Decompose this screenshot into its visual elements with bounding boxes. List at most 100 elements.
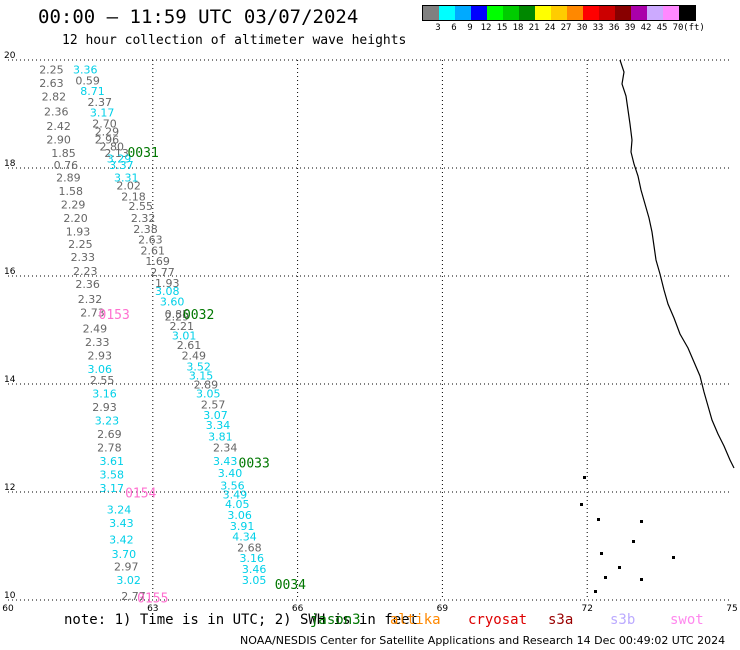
- wave-height-value: 2.80: [100, 141, 125, 154]
- wave-height-value: 2.33: [71, 251, 96, 264]
- wave-height-value: 3.52: [186, 361, 211, 374]
- island: [597, 518, 600, 521]
- wave-height-value: 3.42: [109, 533, 134, 546]
- wave-height-value: 3.36: [73, 64, 98, 77]
- wave-height-value: 3.37: [109, 159, 134, 172]
- wave-height-value: 2.69: [97, 428, 122, 441]
- legend-swatch: [583, 6, 599, 20]
- island: [580, 503, 583, 506]
- x-tick-label: 60: [2, 604, 14, 614]
- legend-label: 6: [451, 23, 457, 33]
- wave-height-value: 0.59: [75, 74, 100, 87]
- legend-swatch: [567, 6, 583, 20]
- legend-label: 24: [544, 23, 556, 33]
- island: [632, 540, 635, 543]
- wave-height-value: 2.20: [63, 212, 88, 225]
- legend-label: 3: [435, 23, 441, 33]
- wave-height-value: 2.18: [121, 190, 146, 203]
- legend-swatch: [647, 6, 663, 20]
- x-tick-label: 66: [292, 604, 304, 614]
- wave-height-value: 3.06: [87, 363, 112, 376]
- island: [640, 578, 643, 581]
- wave-height-value: 2.57: [201, 398, 226, 411]
- pass-time-label: 0154: [125, 486, 156, 501]
- wave-height-value: 2.55: [90, 374, 115, 387]
- wave-height-value: 1.69: [145, 255, 170, 268]
- legend-swatch: [679, 6, 695, 20]
- legend-swatch: [439, 6, 455, 20]
- legend-label: 45: [656, 23, 668, 33]
- island: [672, 556, 675, 559]
- pass-time-label: 0153: [99, 308, 130, 323]
- wave-height-value: 2.32: [131, 212, 156, 225]
- wave-height-value: 3.61: [100, 455, 125, 468]
- wave-height-value: 2.37: [87, 96, 112, 109]
- satellite-name: swot: [670, 612, 704, 628]
- wave-height-value: 2.29: [61, 199, 86, 212]
- satellite-name: altika: [390, 612, 441, 628]
- coast-line: [619, 59, 735, 469]
- wave-height-value: 2.38: [133, 223, 158, 236]
- legend-swatch: [535, 6, 551, 20]
- legend-label: 21: [528, 23, 540, 33]
- wave-height-value: 2.77: [150, 266, 175, 279]
- y-tick-label: 14: [4, 375, 16, 385]
- credit-line: NOAA/NESDIS Center for Satellite Applica…: [240, 634, 726, 647]
- wave-height-value: 2.32: [78, 293, 103, 306]
- wave-height-value: 2.89: [56, 172, 81, 185]
- wave-height-value: 2.90: [46, 134, 71, 147]
- wave-height-value: 2.13: [104, 147, 129, 160]
- wave-height-value: 2.33: [85, 336, 110, 349]
- map-frame: 60 63 66 69 72 75 20 18 16 14 12 10: [2, 51, 737, 614]
- wave-height-value: 2.70: [92, 118, 117, 131]
- island: [640, 520, 643, 523]
- legend-swatch: [487, 6, 503, 20]
- wave-height-value: 3.81: [208, 431, 233, 444]
- wave-height-value: 3.58: [100, 469, 125, 482]
- legend-label: 12: [480, 23, 492, 33]
- legend-label: 70: [672, 23, 684, 33]
- satellite-name: s3b: [610, 612, 636, 628]
- wave-height-value: 3.01: [172, 330, 197, 343]
- wave-height-value: 3.07: [203, 409, 228, 422]
- footnote: note: 1) Time is in UTC; 2) SWH is in fe…: [64, 612, 419, 628]
- wave-height-value: 3.46: [242, 563, 267, 576]
- y-tick-label: 10: [4, 591, 16, 601]
- wave-height-value: 2.73: [80, 307, 105, 320]
- wave-height-value: 0.85: [165, 308, 190, 321]
- wave-height-value: 2.82: [42, 91, 67, 104]
- wave-height-value: 3.29: [107, 153, 132, 166]
- legend-swatch: [551, 6, 567, 20]
- x-tick-label: 63: [147, 604, 158, 614]
- legend-swatch: [423, 6, 439, 20]
- wave-height-value: 2.36: [44, 106, 69, 119]
- wave-height-value: 2.89: [194, 378, 219, 391]
- wave-height-value: 3.91: [230, 520, 255, 533]
- wave-height-value: 2.55: [128, 200, 153, 213]
- wave-height-value: 2.78: [97, 442, 122, 455]
- wave-height-value: 3.08: [155, 285, 180, 298]
- wave-height-value: 3.05: [196, 388, 221, 401]
- wave-height-value: 2.63: [138, 234, 163, 247]
- wave-height-value: 3.02: [116, 574, 141, 587]
- wave-height-value: 3.06: [227, 509, 252, 522]
- wave-height-value: 2.42: [46, 120, 71, 133]
- island-shapes: [580, 476, 675, 593]
- wave-height-value: 3.16: [92, 388, 117, 401]
- wave-height-value: 0.76: [54, 159, 79, 172]
- legend-swatch: [615, 6, 631, 20]
- wave-height-value: 2.93: [92, 401, 117, 414]
- wave-height-value: 1.58: [58, 185, 83, 198]
- island: [594, 590, 597, 593]
- coastline: [619, 59, 735, 469]
- wave-height-value: 2.36: [75, 278, 100, 291]
- y-tick-label: 18: [4, 159, 16, 169]
- wave-height-value: 1.93: [155, 277, 180, 290]
- wave-height-value: 3.05: [242, 574, 267, 587]
- wave-height-value: 2.25: [68, 238, 93, 251]
- legend-labels: 3 6 9 12 15 18 21 24 27 30 33 36 39 42 45 70 (ft): [422, 23, 705, 35]
- wave-height-value: 3.24: [107, 504, 132, 517]
- satellite-legend: jason3 altika cryosat s3a s3b swot: [0, 612, 740, 630]
- legend-swatch: [455, 6, 471, 20]
- legend-label: 15: [496, 23, 508, 33]
